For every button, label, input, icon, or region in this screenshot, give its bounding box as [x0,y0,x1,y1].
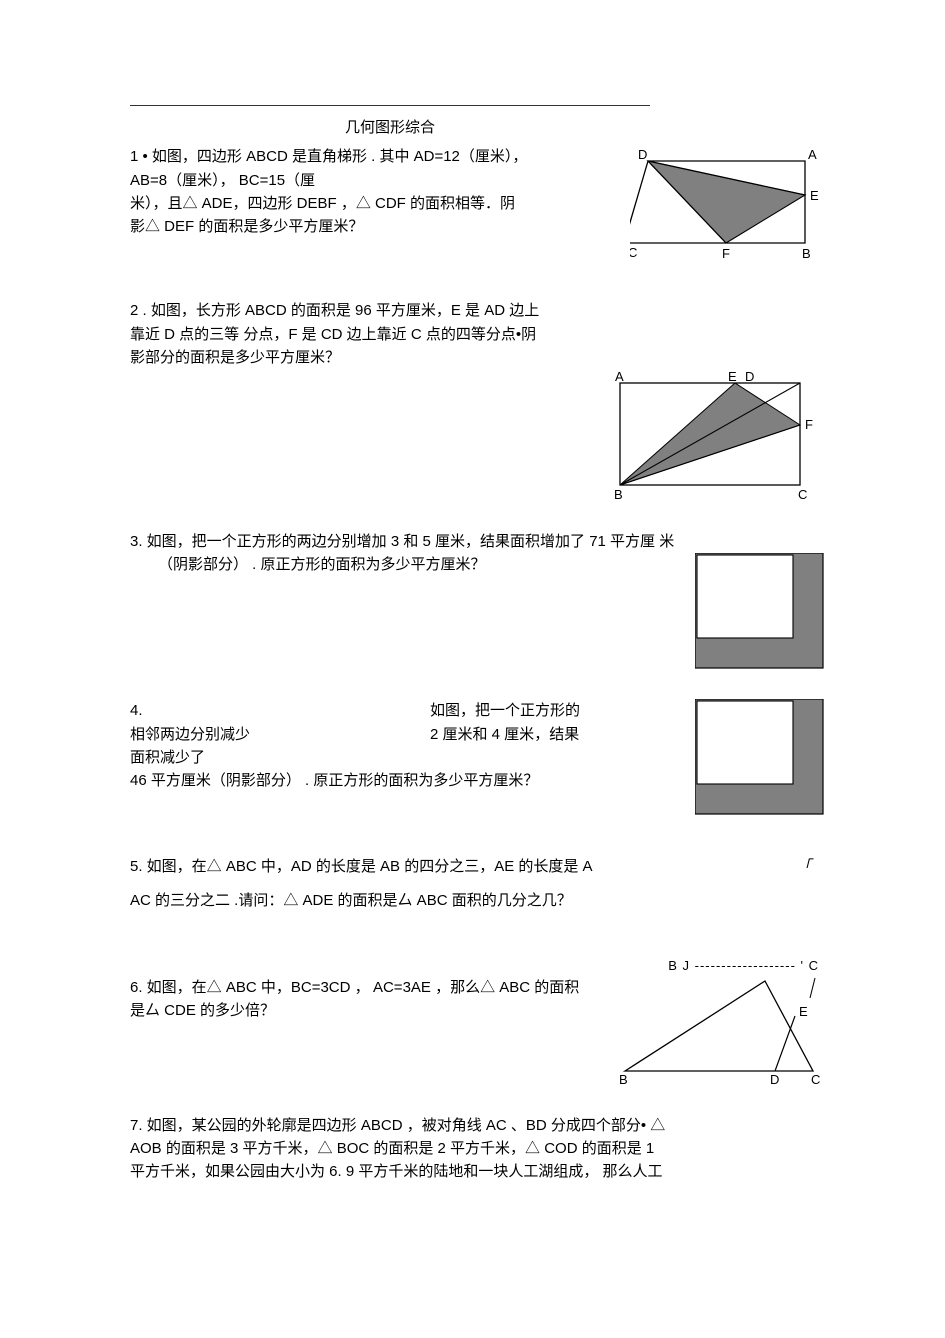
p5-line2: AC 的三分之二 .请问：△ ADE 的面积是厶 ABC 面积的几分之几？ [130,889,825,912]
figure-2: A E D F B C [600,369,825,504]
label-A: A [808,147,817,162]
figure-6: A E B D C [615,976,825,1088]
p3-line1: 3. 如图，把一个正方形的两边分别增加 3 和 5 厘米，结果面积增加了 71 … [130,530,825,553]
label-C: C [798,487,807,502]
p2-line3: 影部分的面积是多少平方厘米？ [130,346,825,369]
p7-line2: AOB 的面积是 3 平方千米，△ BOC 的面积是 2 平方千米，△ COD … [130,1137,825,1160]
p7-line3: 平方千米，如果公园由大小为 6. 9 平方千米的陆地和一块人工湖组成， 那么人工 [130,1160,825,1183]
p4-line2a: 相邻两边分别减少 [130,723,430,746]
label-D: D [745,369,754,384]
p2-line2: 靠近 D 点的三等 分点，F 是 CD 边上靠近 C 点的四等分点•阴 [130,323,825,346]
label-B: B [802,246,811,261]
label-F: F [805,417,813,432]
problem-3: 3. 如图，把一个正方形的两边分别增加 3 和 5 厘米，结果面积增加了 71 … [130,530,825,673]
p4-line2b: 2 厘米和 4 厘米，结果 [430,723,579,746]
label-E: E [810,188,819,203]
figure-1: D A E C F B [630,145,825,265]
label-D: D [770,1072,779,1087]
page-title: 几何图形综合 [130,116,650,139]
figure-3 [695,553,825,673]
p2-line1: 2 . 如图，长方形 ABCD 的面积是 96 平方厘米，E 是 AD 边上 [130,299,825,322]
label-C: C [811,1072,820,1087]
p7-line1: 7. 如图，某公园的外轮廓是四边形 ABCD ，被对角线 AC 、BD 分成四个… [130,1114,825,1137]
p4-line1b: 如图，把一个正方形的 [430,699,580,722]
problem-4: 4.如图，把一个正方形的 相邻两边分别减少2 厘米和 4 厘米，结果 面积减少了… [130,699,825,819]
problem-6: B J ------------------- ' C A E B D C 6.… [130,956,825,1088]
p4-line1a: 4. [130,699,430,722]
label-A: A [615,369,624,384]
header-rule [130,105,650,106]
problem-7: 7. 如图，某公园的外轮廓是四边形 ABCD ，被对角线 AC 、BD 分成四个… [130,1114,825,1184]
figure-5-mark: 「 [796,855,825,878]
problem-5: 5. 如图，在△ ABC 中，AD 的长度是 AB 的四分之三，AE 的长度是 … [130,855,825,912]
problem-1: D A E C F B 1 • 如图，四边形 ABCD 是直角梯形 . 其中 A… [130,145,825,265]
label-B: B [614,487,623,502]
figure-4 [695,699,825,819]
problem-2: 2 . 如图，长方形 ABCD 的面积是 96 平方厘米，E 是 AD 边上 靠… [130,299,825,504]
label-C: C [630,245,637,260]
label-F: F [722,246,730,261]
label-E: E [728,369,737,384]
p6-pre: B J ------------------- ' C [130,956,825,976]
label-B: B [619,1072,628,1087]
label-E: E [799,1004,808,1019]
p5-line1: 5. 如图，在△ ABC 中，AD 的长度是 AB 的四分之三，AE 的长度是 … [130,855,593,878]
label-D: D [638,147,647,162]
